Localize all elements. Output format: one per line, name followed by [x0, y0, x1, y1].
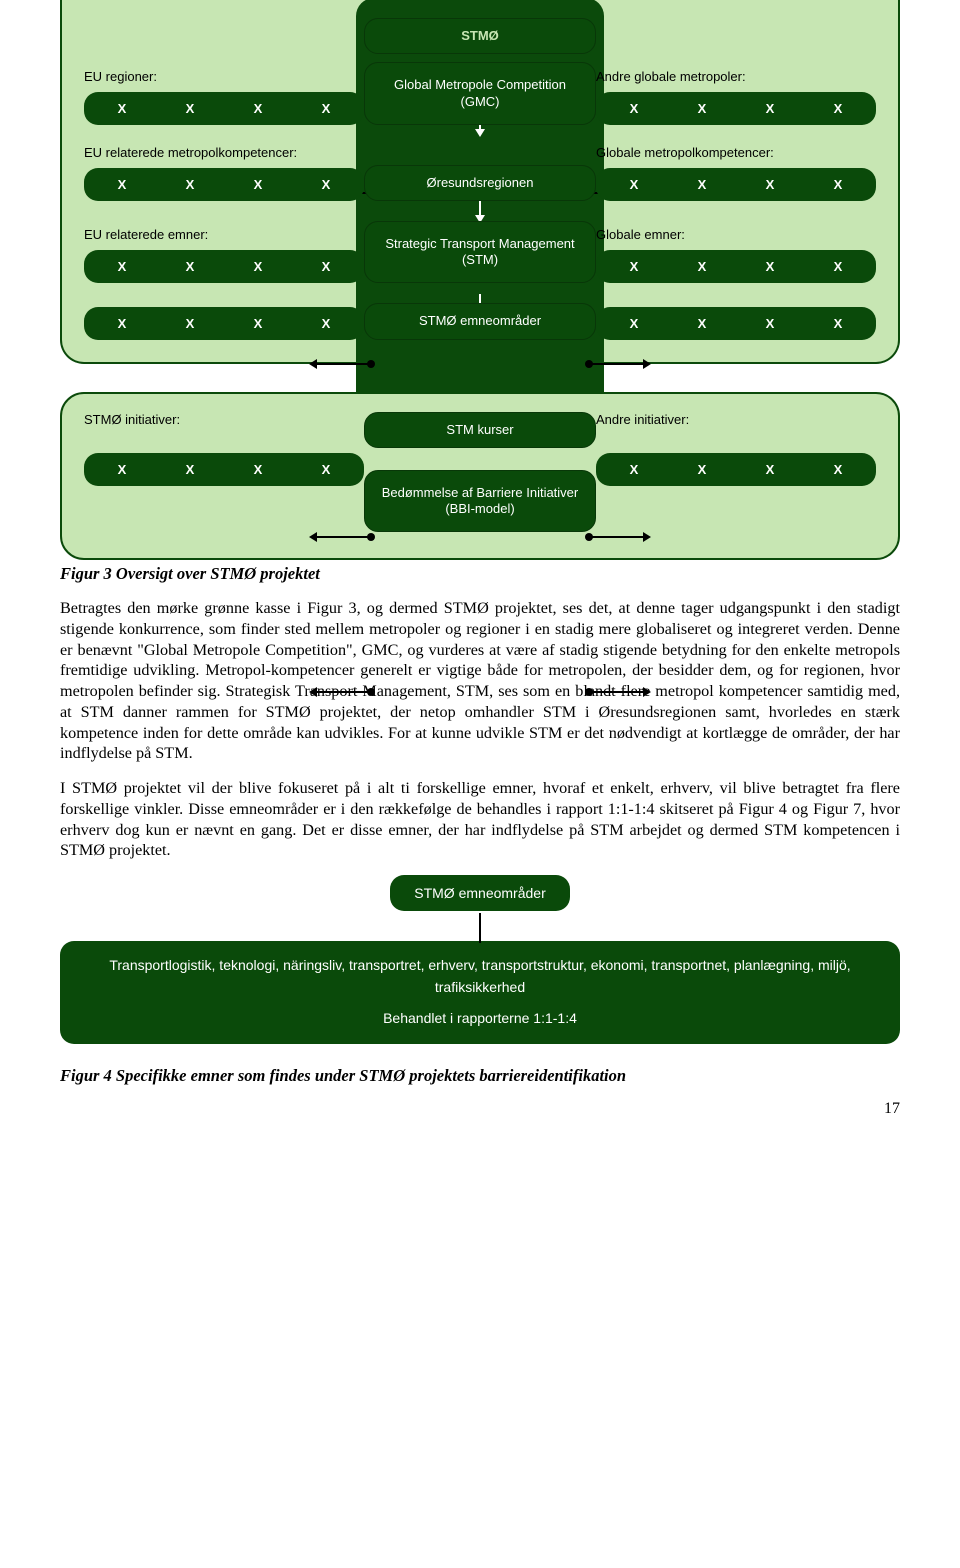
stm-courses-box: STM kurser — [364, 412, 596, 448]
page-number: 17 — [60, 1100, 900, 1118]
stmo-title: STMØ — [364, 18, 596, 54]
gmc-box: Global Metropole Competition (GMC) — [364, 62, 596, 125]
diagram-topics: STMØ emneområder Transportlogistik, tekn… — [60, 875, 900, 1044]
stmo-initiatives-x: XXXX — [84, 453, 364, 486]
other-initiatives-x: XXXX — [596, 453, 876, 486]
paragraph-1: Betragtes den mørke grønne kasse i Figur… — [60, 598, 900, 764]
label-global-metropoles: Andre globale metropoler: — [596, 69, 876, 84]
eu-competences-x: XXXX — [84, 168, 364, 201]
topics-list: Transportlogistik, teknologi, näringsliv… — [78, 955, 882, 998]
label-eu-regions: EU regioner: — [84, 69, 364, 84]
figure4-caption: Figur 4 Specifikke emner som findes unde… — [60, 1066, 900, 1086]
topics-subtitle: Behandlet i rapporterne 1:1-1:4 — [78, 1008, 882, 1030]
bbi-box: Bedømmelse af Barriere Initiativer (BBI-… — [364, 470, 596, 533]
oresund-box: Øresundsregionen — [364, 165, 596, 201]
eu-topics-x: XXXX — [84, 250, 364, 283]
stm-box: Strategic Transport Management (STM) — [364, 221, 596, 284]
label-global-topics: Globale emner: — [596, 227, 876, 242]
global-areas-x: XXXX — [596, 307, 876, 340]
global-topics-x: XXXX — [596, 250, 876, 283]
label-eu-competences: EU relaterede metropolkompetencer: — [84, 145, 364, 160]
topics-list-box: Transportlogistik, teknologi, näringsliv… — [60, 941, 900, 1044]
areas-box: STMØ emneområder — [364, 303, 596, 339]
diagram-stmo-overview: STMØ EU regioner: XXXX Global Metropole … — [60, 0, 900, 364]
global-competences-x: XXXX — [596, 168, 876, 201]
paragraph-2: I STMØ projektet vil der blive fokuseret… — [60, 778, 900, 861]
eu-areas-x: XXXX — [84, 307, 364, 340]
label-global-competences: Globale metropolkompetencer: — [596, 145, 876, 160]
label-stmo-initiatives: STMØ initiativer: — [84, 412, 364, 427]
global-metropoles-x: XXXX — [596, 92, 876, 125]
label-eu-topics: EU relaterede emner: — [84, 227, 364, 242]
eu-regions-x: XXXX — [84, 92, 364, 125]
figure3-caption: Figur 3 Oversigt over STMØ projektet — [60, 564, 900, 584]
label-other-initiatives: Andre initiativer: — [596, 412, 876, 427]
diagram-initiatives: STMØ initiativer: XXXX STM kurser Bedømm… — [60, 392, 900, 561]
topics-title: STMØ emneområder — [390, 875, 569, 911]
